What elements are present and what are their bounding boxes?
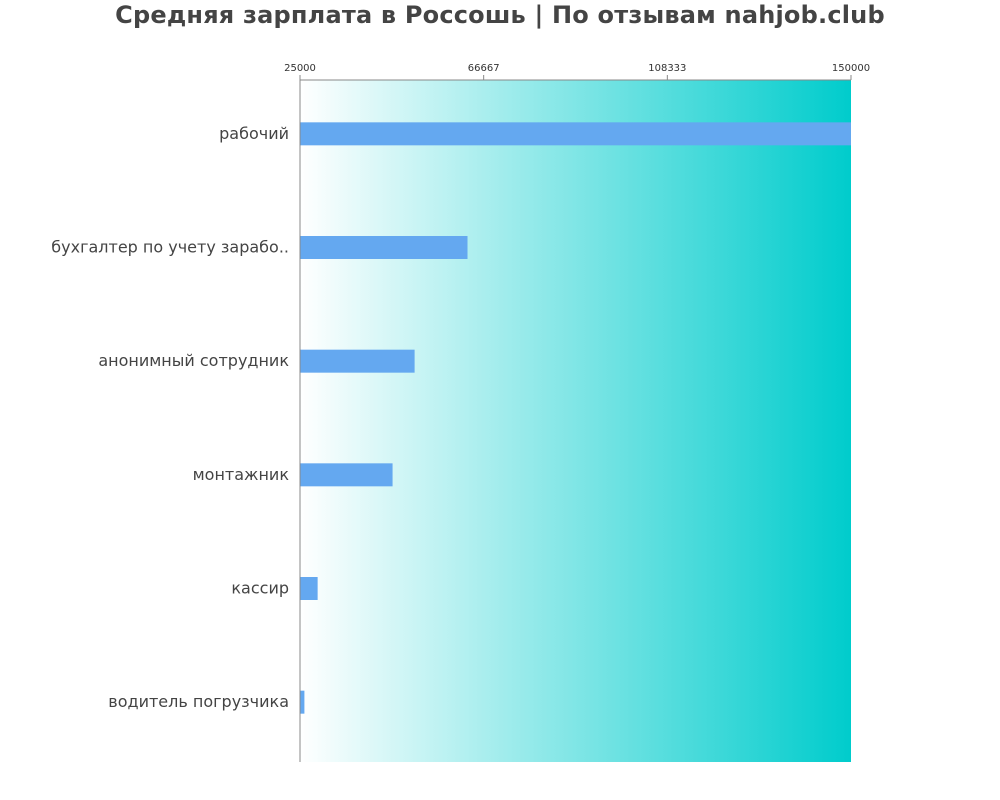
bar — [300, 236, 468, 259]
category-label: водитель погрузчика — [108, 692, 289, 711]
x-tick-label: 150000 — [832, 63, 870, 74]
bar — [300, 349, 415, 373]
bar — [300, 690, 305, 714]
category-labels: рабочий бухгалтер по учету зарабо.. аноним… — [51, 124, 289, 711]
category-label: рабочий — [219, 124, 289, 143]
bar — [300, 577, 318, 600]
x-axis-ticks: 25000 66667 108333 150000 — [284, 63, 870, 80]
bar — [300, 463, 393, 487]
x-tick-label: 66667 — [468, 63, 500, 74]
category-label: бухгалтер по учету зарабо.. — [51, 238, 289, 257]
plot-background — [300, 80, 851, 762]
category-label: монтажник — [193, 465, 290, 484]
x-tick-label: 25000 — [284, 63, 316, 74]
category-label: анонимный сотрудник — [98, 351, 289, 370]
chart-title: Средняя зарплата в Россошь | По отзывам … — [115, 1, 885, 29]
x-tick-label: 108333 — [648, 63, 686, 74]
category-label: кассир — [231, 579, 289, 598]
bar — [300, 122, 851, 146]
bars — [300, 122, 851, 714]
